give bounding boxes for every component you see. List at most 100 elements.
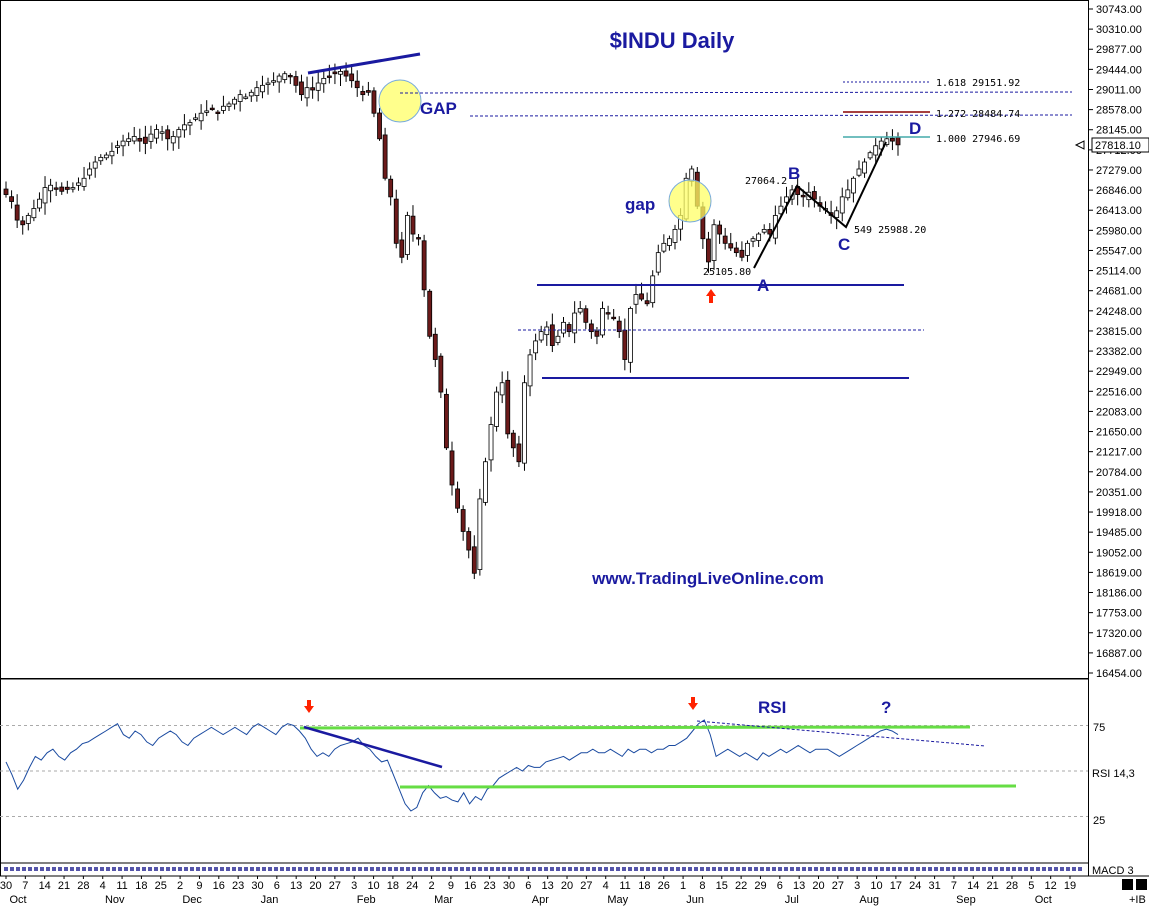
candle-body bbox=[505, 379, 511, 435]
candle-body bbox=[299, 81, 304, 96]
price-tick-label: 23815.00 bbox=[1096, 326, 1142, 338]
candle-body bbox=[377, 112, 382, 140]
macd-bar bbox=[1018, 867, 1022, 871]
macd-bar bbox=[448, 867, 452, 871]
macd-bar bbox=[622, 867, 626, 871]
macd-bar bbox=[280, 867, 284, 871]
candle-body bbox=[767, 229, 773, 235]
candle-body bbox=[549, 324, 555, 346]
macd-bar bbox=[340, 867, 344, 871]
candle-body bbox=[644, 300, 650, 305]
rsi-lower-support bbox=[399, 784, 1017, 789]
candle-body bbox=[293, 76, 299, 86]
price-tick-label: 30743.00 bbox=[1096, 4, 1142, 16]
time-day-label: 20 bbox=[309, 880, 321, 892]
candle-body bbox=[243, 96, 249, 99]
time-day-label: 26 bbox=[658, 880, 670, 892]
candle-body bbox=[555, 335, 561, 343]
candle-body bbox=[499, 382, 505, 396]
price-tick-label: 18619.00 bbox=[1096, 567, 1142, 579]
time-day-label: 23 bbox=[484, 880, 496, 892]
macd-bar bbox=[772, 867, 776, 871]
candle-body bbox=[488, 424, 494, 461]
macd-bar bbox=[646, 867, 650, 871]
time-day-label: 6 bbox=[777, 880, 783, 892]
candle-body bbox=[399, 239, 405, 258]
time-day-label: 28 bbox=[1006, 880, 1018, 892]
time-day-label: 3 bbox=[854, 880, 860, 892]
jan-trendline bbox=[307, 52, 421, 75]
candle-body bbox=[466, 531, 472, 551]
scroll-right-button[interactable] bbox=[1136, 879, 1147, 890]
time-day-label: 21 bbox=[986, 880, 998, 892]
macd-bar bbox=[952, 867, 956, 871]
macd-bar bbox=[118, 867, 122, 871]
candle-body bbox=[800, 194, 806, 198]
macd-bar bbox=[226, 867, 230, 871]
time-day-label: 17 bbox=[890, 880, 902, 892]
macd-bar bbox=[1060, 867, 1064, 871]
candle-body bbox=[315, 82, 321, 91]
price-tick-label: 30310.00 bbox=[1096, 24, 1142, 36]
candle-body bbox=[59, 186, 65, 192]
candle-body bbox=[427, 290, 433, 337]
macd-bar bbox=[1078, 867, 1082, 871]
macd-bar bbox=[508, 867, 512, 871]
macd-bar bbox=[724, 867, 728, 871]
candle-body bbox=[42, 187, 48, 204]
candle-body bbox=[605, 312, 611, 315]
candle-body bbox=[655, 252, 661, 273]
macd-bar bbox=[184, 867, 188, 871]
macd-bar bbox=[424, 867, 428, 871]
candle-body bbox=[87, 168, 93, 176]
macd-bar bbox=[730, 867, 734, 871]
candle-body bbox=[226, 103, 232, 107]
macd-bar bbox=[256, 867, 260, 871]
macd-bar bbox=[304, 867, 308, 871]
macd-bar bbox=[670, 867, 674, 871]
candle-body bbox=[633, 294, 639, 305]
time-day-label: 28 bbox=[77, 880, 89, 892]
candle-body bbox=[895, 136, 901, 146]
time-day-label: 2 bbox=[177, 880, 183, 892]
price-tick-label: 28145.00 bbox=[1096, 125, 1142, 137]
macd-bar bbox=[526, 867, 530, 871]
macd-bar bbox=[442, 867, 446, 871]
price-tick-label: 16887.00 bbox=[1096, 648, 1142, 660]
macd-bar bbox=[856, 867, 860, 871]
macd-bar bbox=[940, 867, 944, 871]
candle-body bbox=[64, 186, 70, 190]
macd-bar bbox=[64, 867, 68, 871]
price-tick-label: 18186.00 bbox=[1096, 588, 1142, 600]
macd-bar bbox=[46, 867, 50, 871]
candle-body bbox=[862, 161, 867, 174]
macd-bar bbox=[1042, 867, 1046, 871]
price-tick-label: 27279.00 bbox=[1096, 165, 1142, 177]
macd-bar bbox=[478, 867, 482, 871]
candle-body bbox=[627, 308, 633, 363]
time-day-label: 20 bbox=[812, 880, 824, 892]
macd-bar bbox=[154, 867, 158, 871]
macd-bar bbox=[574, 867, 578, 871]
scroll-left-button[interactable] bbox=[1122, 879, 1133, 890]
time-day-label: 27 bbox=[832, 880, 844, 892]
macd-bar bbox=[352, 867, 356, 871]
point-b-label: B bbox=[788, 164, 800, 183]
candle-body bbox=[728, 243, 734, 249]
price-tick-label: 25114.00 bbox=[1096, 266, 1141, 278]
rsi-red-arrow-down bbox=[304, 700, 314, 713]
price-candles bbox=[3, 62, 901, 580]
macd-bar bbox=[22, 867, 26, 871]
macd-bar bbox=[1006, 867, 1010, 871]
time-day-label: 4 bbox=[603, 880, 609, 892]
candle-body bbox=[365, 90, 371, 93]
price-tick-label: 19052.00 bbox=[1096, 547, 1142, 559]
candle-body bbox=[672, 229, 678, 243]
candle-body bbox=[221, 105, 226, 111]
time-day-label: 9 bbox=[196, 880, 202, 892]
time-day-label: 8 bbox=[699, 880, 705, 892]
rsi-question-mark: ? bbox=[881, 698, 891, 717]
candle-body bbox=[538, 331, 544, 341]
scroll-controls[interactable]: +IB bbox=[1122, 879, 1147, 906]
macd-bar bbox=[1048, 867, 1052, 871]
